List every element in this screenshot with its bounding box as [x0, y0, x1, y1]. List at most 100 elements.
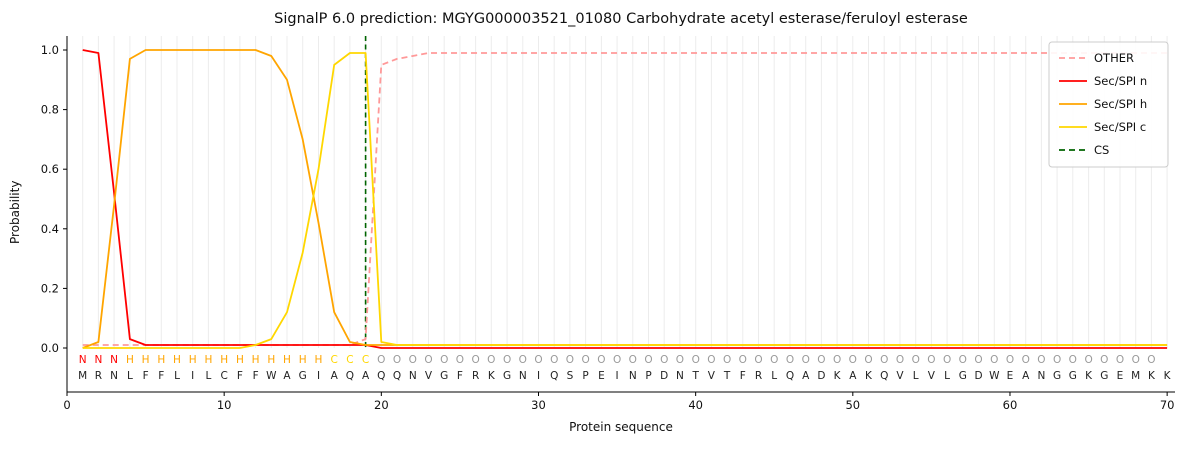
- sequence-letter: L: [174, 370, 180, 382]
- region-label: N: [94, 354, 102, 366]
- x-tick-label: 0: [63, 398, 70, 412]
- region-label: O: [959, 354, 967, 366]
- x-tick-label: 70: [1160, 398, 1175, 412]
- region-label: O: [503, 354, 511, 366]
- sequence-letter: W: [989, 370, 1000, 382]
- region-label: O: [440, 354, 448, 366]
- sequence-letter: F: [237, 370, 243, 382]
- region-label: O: [1053, 354, 1061, 366]
- sequence-letter: S: [567, 370, 574, 382]
- sequence-letter: T: [691, 370, 699, 382]
- sequence-letter: V: [928, 370, 936, 382]
- sequence-letter: F: [740, 370, 746, 382]
- series-sec-spi-n: [82, 49, 1168, 349]
- series-other: [82, 52, 1168, 346]
- sequence-letter: Q: [377, 370, 385, 382]
- sequence-letter: K: [834, 370, 842, 382]
- region-label: O: [927, 354, 935, 366]
- sequence-letter: D: [974, 370, 982, 382]
- region-label: O: [864, 354, 872, 366]
- sequence-letter: A: [283, 370, 291, 382]
- region-label: O: [1006, 354, 1014, 366]
- region-label: O: [739, 354, 747, 366]
- sequence-letter: K: [1085, 370, 1093, 382]
- region-label: O: [817, 354, 825, 366]
- sequence-letter: G: [299, 370, 307, 382]
- sequence-letter: I: [191, 370, 194, 382]
- sequence-letter: V: [708, 370, 716, 382]
- region-label: O: [943, 354, 951, 366]
- region-label: O: [1069, 354, 1077, 366]
- legend-item-label: Sec/SPI n: [1094, 74, 1147, 88]
- sequence-letter: N: [1037, 370, 1045, 382]
- sequence-letter: F: [158, 370, 164, 382]
- sequence-letter: F: [253, 370, 259, 382]
- x-tick-label: 30: [531, 398, 546, 412]
- region-label: O: [692, 354, 700, 366]
- grid-lines: [82, 36, 1168, 348]
- x-axis-label: Protein sequence: [569, 420, 673, 434]
- sequence-letter: K: [1164, 370, 1172, 382]
- tick-group: 0.0 0.2 0.4 0.6 0.8 1.0 0 10 20 30 40 50 60 70: [41, 43, 1175, 412]
- sequence-letter: G: [440, 370, 448, 382]
- sequence-letter: G: [959, 370, 967, 382]
- sequence-letter: G: [1069, 370, 1077, 382]
- sequence-letter: I: [616, 370, 619, 382]
- region-label: O: [534, 354, 542, 366]
- region-label: H: [189, 354, 197, 366]
- legend-box: [1048, 41, 1169, 168]
- sequence-letter: L: [913, 370, 919, 382]
- region-label: H: [236, 354, 244, 366]
- y-tick-label: 0.0: [41, 341, 59, 355]
- region-label: O: [519, 354, 527, 366]
- region-label: O: [393, 354, 401, 366]
- sequence-letter: Q: [786, 370, 794, 382]
- region-label: O: [896, 354, 904, 366]
- y-tick-label: 0.4: [41, 222, 59, 236]
- sequence-letter: A: [362, 370, 370, 382]
- legend: OTHER Sec/SPI n Sec/SPI h Sec/SPI c CS: [1048, 41, 1169, 168]
- sequence-letter: L: [771, 370, 777, 382]
- region-label: O: [1132, 354, 1140, 366]
- x-tick-label: 50: [845, 398, 860, 412]
- legend-item-label: CS: [1094, 143, 1109, 157]
- sequence-letter: E: [598, 370, 605, 382]
- y-tick-label: 1.0: [41, 43, 59, 57]
- sequence-letter: V: [896, 370, 904, 382]
- sequence-letter: G: [503, 370, 511, 382]
- region-label: O: [613, 354, 621, 366]
- sequence-letter: E: [1007, 370, 1014, 382]
- sequence-letter: N: [676, 370, 684, 382]
- y-tick-label: 0.6: [41, 162, 59, 176]
- region-label: O: [644, 354, 652, 366]
- region-label: O: [456, 354, 464, 366]
- sequence-letter: E: [1117, 370, 1124, 382]
- series-sec-spi-c: [82, 52, 1168, 349]
- sequence-letter: C: [221, 370, 228, 382]
- sequence-letter: I: [537, 370, 540, 382]
- region-label: O: [660, 354, 668, 366]
- sequence-letter: G: [1053, 370, 1061, 382]
- sequence-letter: P: [582, 370, 588, 382]
- sequence-letter: G: [1100, 370, 1108, 382]
- region-label: H: [267, 354, 275, 366]
- sequence-letter: Q: [880, 370, 888, 382]
- sequence-letter: R: [95, 370, 102, 382]
- region-label: O: [849, 354, 857, 366]
- sequence-letter: M: [78, 370, 87, 382]
- region-label: O: [581, 354, 589, 366]
- region-label: O: [833, 354, 841, 366]
- x-tick-label: 40: [688, 398, 703, 412]
- region-label: H: [142, 354, 150, 366]
- region-label: O: [880, 354, 888, 366]
- y-tick-label: 0.8: [41, 103, 59, 117]
- sequence-letter: L: [205, 370, 211, 382]
- region-label: C: [346, 354, 353, 366]
- x-tick-label: 60: [1003, 398, 1018, 412]
- sequence-letter: Q: [393, 370, 401, 382]
- sequence-letter: A: [331, 370, 339, 382]
- legend-item-label: Sec/SPI h: [1094, 97, 1147, 111]
- region-label: O: [723, 354, 731, 366]
- x-tick-label: 10: [217, 398, 232, 412]
